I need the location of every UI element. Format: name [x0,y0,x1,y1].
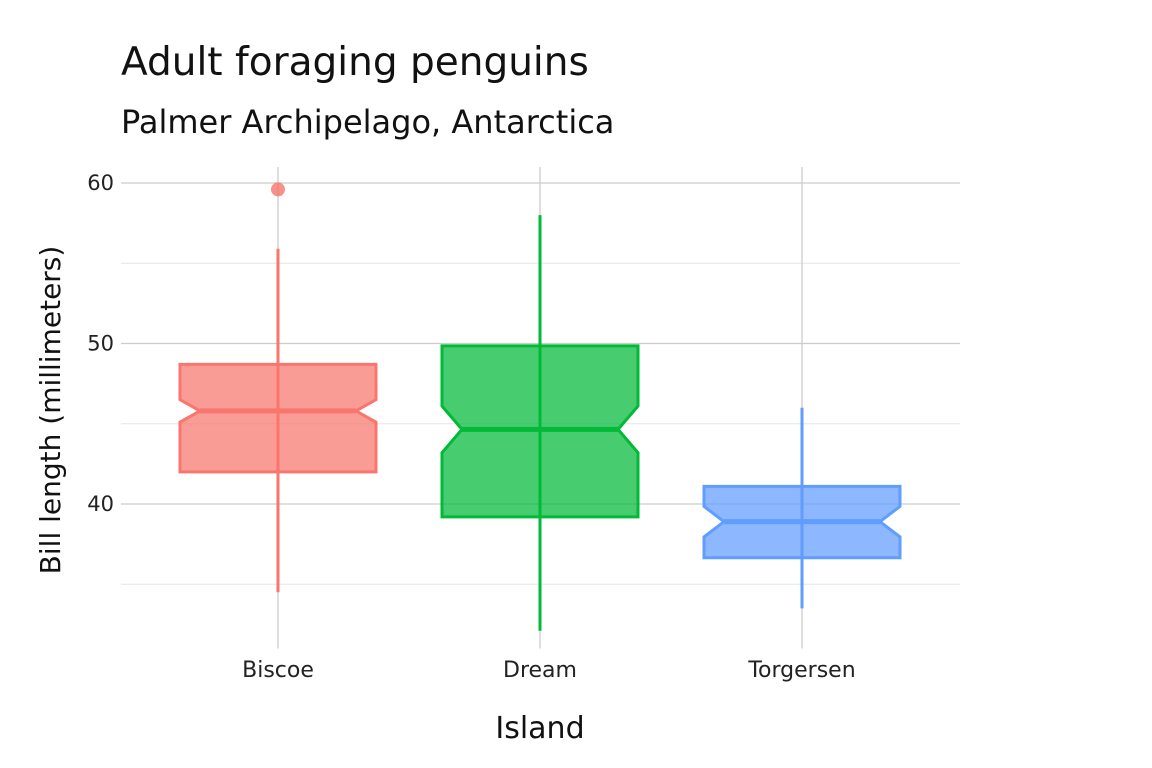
box-biscoe [178,362,378,474]
boxes [178,182,902,631]
y-tick-label: 60 [87,171,114,195]
outlier-point [271,182,285,197]
ticks: 40 50 60 Biscoe Dream Torgersen [87,171,855,683]
x-axis-label: Island [495,711,584,746]
chart-subtitle: Palmer Archipelago, Antarctica [121,103,615,141]
x-tick-label: Dream [503,658,577,683]
chart-title: Adult foraging penguins [121,40,589,85]
y-tick-label: 40 [87,492,114,516]
y-axis-label: Bill length (millimeters) [34,246,67,575]
x-tick-label: Torgersen [747,658,855,683]
y-tick-label: 50 [87,332,114,356]
x-tick-label: Biscoe [242,658,314,683]
